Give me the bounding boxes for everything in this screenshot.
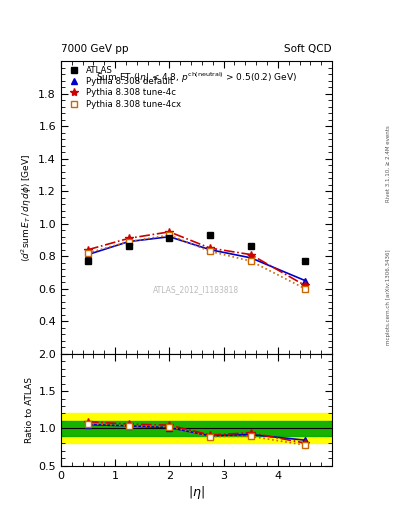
Line: Pythia 8.308 default: Pythia 8.308 default (85, 234, 308, 283)
ATLAS (167, 236, 172, 242)
Line: Pythia 8.308 tune-4c: Pythia 8.308 tune-4c (84, 228, 309, 290)
Text: Soft QCD: Soft QCD (285, 44, 332, 54)
Pythia 8.308 tune-4cx (248, 258, 253, 264)
X-axis label: $|\eta|$: $|\eta|$ (188, 483, 205, 501)
Pythia 8.308 tune-4c (86, 247, 90, 253)
Legend: ATLAS, Pythia 8.308 default, Pythia 8.308 tune-4c, Pythia 8.308 tune-4cx: ATLAS, Pythia 8.308 default, Pythia 8.30… (64, 65, 183, 110)
Pythia 8.308 tune-4c (126, 236, 131, 242)
Y-axis label: Ratio to ATLAS: Ratio to ATLAS (25, 377, 34, 443)
Y-axis label: $\langle d^2\mathrm{sum}\,E_T\,/\,d\eta\,d\phi \rangle$ [GeV]: $\langle d^2\mathrm{sum}\,E_T\,/\,d\eta\… (20, 153, 34, 262)
Text: mcplots.cern.ch [arXiv:1306.3436]: mcplots.cern.ch [arXiv:1306.3436] (386, 249, 391, 345)
ATLAS (248, 243, 253, 249)
Text: 7000 GeV pp: 7000 GeV pp (61, 44, 129, 54)
Pythia 8.308 tune-4c (248, 251, 253, 258)
Pythia 8.308 default (303, 278, 307, 284)
ATLAS (86, 258, 90, 264)
Pythia 8.308 tune-4c (167, 229, 172, 235)
Pythia 8.308 tune-4cx (167, 232, 172, 238)
ATLAS (303, 258, 307, 264)
Pythia 8.308 tune-4cx (126, 239, 131, 245)
Text: Sum ET ($|\eta|$ < 4.8, $p^{\rm ch(neutral)}$ > 0.5(0.2) GeV): Sum ET ($|\eta|$ < 4.8, $p^{\rm ch(neutr… (96, 70, 297, 84)
Text: Rivet 3.1.10, ≥ 2.4M events: Rivet 3.1.10, ≥ 2.4M events (386, 125, 391, 202)
Pythia 8.308 tune-4c (303, 282, 307, 288)
Pythia 8.308 tune-4cx (86, 250, 90, 256)
Line: Pythia 8.308 tune-4cx: Pythia 8.308 tune-4cx (85, 232, 308, 291)
Pythia 8.308 tune-4c (208, 245, 212, 251)
Pythia 8.308 default (86, 251, 90, 258)
Pythia 8.308 tune-4cx (208, 248, 212, 254)
ATLAS (208, 232, 212, 238)
Pythia 8.308 tune-4cx (303, 286, 307, 292)
ATLAS (126, 243, 131, 249)
Pythia 8.308 default (248, 255, 253, 261)
Pythia 8.308 default (126, 239, 131, 245)
Pythia 8.308 default (208, 247, 212, 253)
Text: ATLAS_2012_I1183818: ATLAS_2012_I1183818 (153, 285, 240, 294)
Line: ATLAS: ATLAS (85, 232, 308, 264)
Pythia 8.308 default (167, 233, 172, 240)
